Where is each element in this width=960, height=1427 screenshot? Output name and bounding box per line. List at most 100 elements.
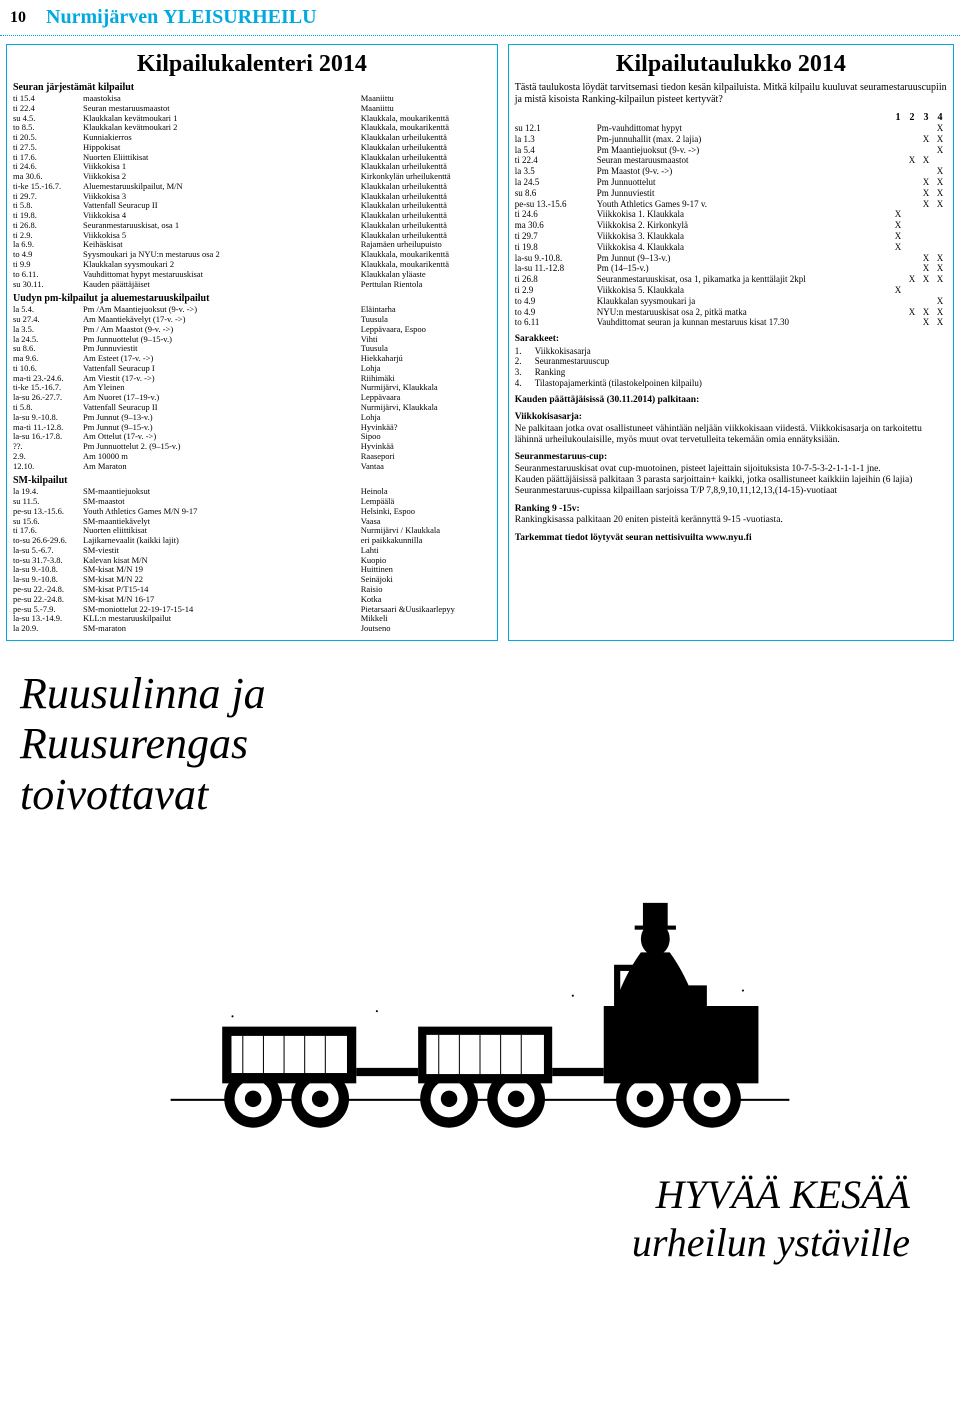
rank-name: Viikkokisa 4. Klaukkala xyxy=(597,242,891,253)
rank-row: su 12.1Pm-vauhdittomat hypytX xyxy=(515,123,947,134)
event-venue: Joutseno xyxy=(361,624,491,634)
event-row: 12.10.Am MaratonVantaa xyxy=(13,462,491,472)
rank-row: ti 2.9Viikkokisa 5. KlaukkalaX xyxy=(515,285,947,296)
rank-mark: X xyxy=(933,188,947,199)
rank-mark: X xyxy=(933,134,947,145)
rank-mark xyxy=(919,285,933,296)
rank-date: la-su 9.-10.8. xyxy=(515,253,597,264)
ranking-box: Kilpailutaulukko 2014 Tästä taulukosta l… xyxy=(508,44,954,641)
rank-mark: X xyxy=(891,285,905,296)
rank-mark xyxy=(905,209,919,220)
rank-mark: X xyxy=(919,253,933,264)
rank-mark xyxy=(933,209,947,220)
rank-date: la 5.4 xyxy=(515,145,597,156)
rank-mark xyxy=(905,263,919,274)
rank-row: la 1.3Pm-junnuhallit (max. 2 lajia)XX xyxy=(515,134,947,145)
rank-name: Pm (14–15-v.) xyxy=(597,263,891,274)
block-label: Viikkokisasarja: xyxy=(515,412,582,422)
rank-mark: X xyxy=(891,231,905,242)
rank-mark: X xyxy=(933,274,947,285)
event-venue: Leppävaara, Espoo xyxy=(361,325,491,335)
sarakkeet-row: 1.Viikkokisasarja xyxy=(515,346,947,357)
rank-mark xyxy=(905,177,919,188)
rank-name: Pm Maantiejuoksut (9-v. ->) xyxy=(597,145,891,156)
col-desc: Ranking xyxy=(535,367,947,378)
rank-mark xyxy=(891,263,905,274)
rank-row: la 5.4Pm Maantiejuoksut (9-v. ->) X xyxy=(515,145,947,156)
info-block: Kauden päättäjäisissä (30.11.2014) palki… xyxy=(515,395,947,406)
rank-name: Youth Athletics Games 9-17 v. xyxy=(597,199,891,210)
block-body: Rankingkisassa palkitaan 20 eniten piste… xyxy=(515,515,783,525)
rank-mark xyxy=(891,296,905,307)
col-4: 4 xyxy=(933,112,947,123)
rank-mark: X xyxy=(933,166,947,177)
event-row: la 20.9.SM-maratonJoutseno xyxy=(13,624,491,634)
rank-mark xyxy=(891,253,905,264)
rank-mark xyxy=(919,231,933,242)
rank-mark xyxy=(905,317,919,328)
rank-mark xyxy=(905,242,919,253)
rank-name: Viikkokisa 1. Klaukkala xyxy=(597,209,891,220)
rank-row: to 6.11Vauhdittomat seuran ja kunnan mes… xyxy=(515,317,947,328)
publication-bold: YLEISURHEILU xyxy=(163,6,316,28)
rank-date: ti 26.8 xyxy=(515,274,597,285)
rank-row: ti 29.7Viikkokisa 3. KlaukkalaX xyxy=(515,231,947,242)
rank-date: la 24.5 xyxy=(515,177,597,188)
event-name: Kunniakierros xyxy=(83,133,361,143)
rank-name: Seuranmestaruuskisat, osa 1, pikamatka j… xyxy=(597,274,891,285)
calendar-box: Kilpailukalenteri 2014 Seuran järjestämä… xyxy=(6,44,498,641)
rank-row: la 24.5Pm JunnuottelutXX xyxy=(515,177,947,188)
rank-mark xyxy=(905,134,919,145)
event-name: Lajikarnevaalit (kaikki lajit) xyxy=(83,536,361,546)
rank-mark: X xyxy=(905,307,919,318)
sarakkeet-label: Sarakkeet: xyxy=(515,334,947,345)
rank-header: 1 2 3 4 xyxy=(515,112,947,123)
rank-date: su 8.6 xyxy=(515,188,597,199)
rank-mark: X xyxy=(933,145,947,156)
rank-row: to 4.9NYU:n mestaruuskisat osa 2, pitkä … xyxy=(515,307,947,318)
rank-date: ma 30.6 xyxy=(515,220,597,231)
rank-name: Pm-junnuhallit (max. 2 lajia) xyxy=(597,134,891,145)
event-row: su 30.11.Kauden päättäjäisetPerttulan Ri… xyxy=(13,280,491,290)
col-2: 2 xyxy=(905,112,919,123)
block-label: Tarkemmat tiedot löytyvät seuran nettisi… xyxy=(515,533,752,543)
rank-date: su 12.1 xyxy=(515,123,597,134)
event-date: 12.10. xyxy=(13,462,83,472)
rank-mark xyxy=(905,285,919,296)
rank-row: su 8.6Pm JunnuviestitXX xyxy=(515,188,947,199)
rank-mark xyxy=(891,307,905,318)
event-name: Kauden päättäjäiset xyxy=(83,280,361,290)
publication-title: Nurmijärven YLEISURHEILU xyxy=(46,6,317,29)
rank-mark xyxy=(891,177,905,188)
rank-mark xyxy=(891,166,905,177)
rank-name: Pm Junnuviestit xyxy=(597,188,891,199)
rank-mark: X xyxy=(919,199,933,210)
rank-mark xyxy=(919,209,933,220)
rank-row: ti 22.4Seuran mestaruusmaastotXX xyxy=(515,155,947,166)
section-label: Seuran järjestämät kilpailut xyxy=(13,82,491,93)
block-label: Ranking 9 -15v: xyxy=(515,504,580,514)
rank-mark: X xyxy=(891,242,905,253)
event-venue: Vantaa xyxy=(361,462,491,472)
rank-name: Viikkokisa 3. Klaukkala xyxy=(597,231,891,242)
greeting-line1: HYVÄÄ KESÄÄ xyxy=(20,1171,910,1219)
rank-mark: X xyxy=(919,307,933,318)
rank-mark xyxy=(891,134,905,145)
greeting: HYVÄÄ KESÄÄ urheilun ystäville xyxy=(20,1171,940,1277)
event-name: Am Viestit (17-v. ->) xyxy=(83,374,361,384)
rank-mark xyxy=(919,220,933,231)
rank-date: la 1.3 xyxy=(515,134,597,145)
rank-mark xyxy=(905,123,919,134)
ranking-intro: Tästä taulukosta löydät tarvitsemasi tie… xyxy=(515,82,947,106)
rank-mark xyxy=(905,231,919,242)
col-num: 4. xyxy=(515,378,535,389)
rank-mark: X xyxy=(919,263,933,274)
rank-name: Viikkokisa 5. Klaukkala xyxy=(597,285,891,296)
rank-date: pe-su 13.-15.6 xyxy=(515,199,597,210)
event-name: Am Maraton xyxy=(83,462,361,472)
bottom-section: Ruusulinna jaRuusurengastoivottavat xyxy=(0,649,960,1297)
page-number: 10 xyxy=(10,9,26,27)
section-label: Uudyn pm-kilpailut ja aluemestaruuskilpa… xyxy=(13,293,491,304)
rank-name: Pm-vauhdittomat hypyt xyxy=(597,123,891,134)
rank-row: ti 26.8Seuranmestaruuskisat, osa 1, pika… xyxy=(515,274,947,285)
